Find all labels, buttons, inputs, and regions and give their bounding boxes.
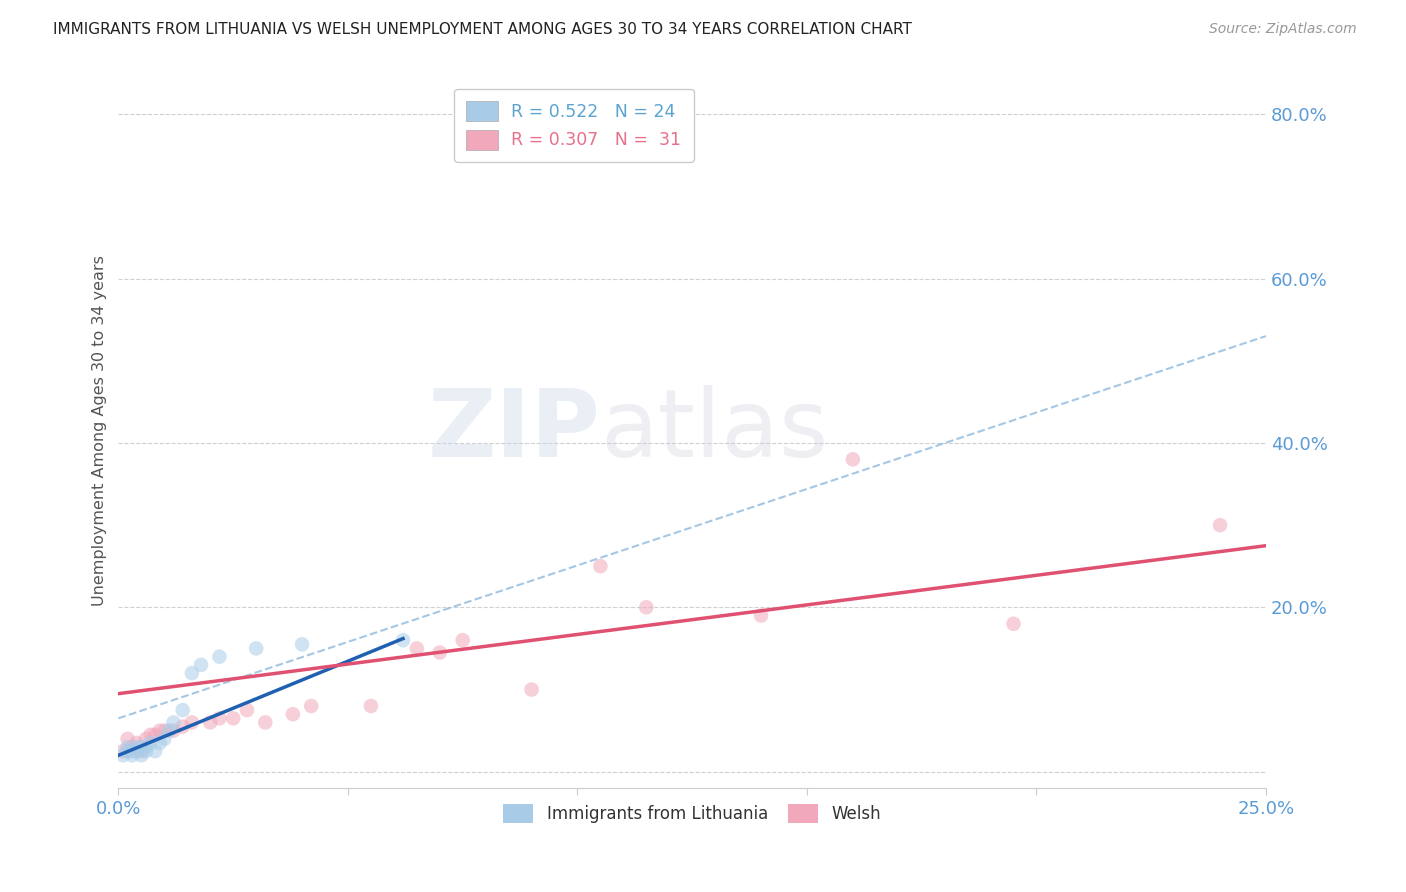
Point bbox=[180, 715, 202, 730]
Point bbox=[451, 633, 474, 648]
Point bbox=[153, 731, 176, 746]
Point bbox=[112, 744, 135, 758]
Point bbox=[1209, 518, 1232, 533]
Point bbox=[392, 633, 415, 648]
Point bbox=[162, 715, 184, 730]
Point bbox=[121, 748, 143, 763]
Point bbox=[135, 744, 157, 758]
Point bbox=[149, 736, 172, 750]
Point bbox=[125, 736, 148, 750]
Point bbox=[139, 728, 162, 742]
Point bbox=[842, 452, 865, 467]
Point bbox=[172, 720, 194, 734]
Point bbox=[131, 744, 153, 758]
Legend: Immigrants from Lithuania, Welsh: Immigrants from Lithuania, Welsh bbox=[496, 797, 887, 830]
Point bbox=[360, 698, 382, 713]
Point bbox=[222, 711, 245, 725]
Text: ZIP: ZIP bbox=[427, 384, 600, 476]
Point bbox=[153, 723, 176, 738]
Point bbox=[121, 744, 143, 758]
Point bbox=[172, 703, 194, 717]
Point bbox=[208, 711, 231, 725]
Point bbox=[429, 646, 451, 660]
Point bbox=[208, 649, 231, 664]
Point bbox=[405, 641, 427, 656]
Point bbox=[636, 600, 658, 615]
Point bbox=[131, 740, 153, 755]
Point bbox=[139, 736, 162, 750]
Point bbox=[149, 723, 172, 738]
Text: Source: ZipAtlas.com: Source: ZipAtlas.com bbox=[1209, 22, 1357, 37]
Point bbox=[190, 657, 212, 672]
Point bbox=[520, 682, 543, 697]
Point bbox=[291, 637, 314, 651]
Point bbox=[121, 740, 143, 755]
Point bbox=[245, 641, 267, 656]
Point bbox=[117, 740, 139, 755]
Point bbox=[135, 731, 157, 746]
Point bbox=[1002, 616, 1025, 631]
Point bbox=[749, 608, 772, 623]
Point bbox=[143, 728, 166, 742]
Point bbox=[135, 740, 157, 755]
Y-axis label: Unemployment Among Ages 30 to 34 years: Unemployment Among Ages 30 to 34 years bbox=[93, 255, 107, 606]
Text: IMMIGRANTS FROM LITHUANIA VS WELSH UNEMPLOYMENT AMONG AGES 30 TO 34 YEARS CORREL: IMMIGRANTS FROM LITHUANIA VS WELSH UNEMP… bbox=[53, 22, 912, 37]
Point bbox=[180, 666, 202, 681]
Point bbox=[125, 740, 148, 755]
Point bbox=[589, 559, 612, 574]
Point bbox=[200, 715, 222, 730]
Point bbox=[143, 744, 166, 758]
Point bbox=[254, 715, 277, 730]
Point bbox=[125, 744, 148, 758]
Point bbox=[117, 744, 139, 758]
Point bbox=[281, 707, 304, 722]
Point bbox=[299, 698, 322, 713]
Point bbox=[157, 723, 180, 738]
Point bbox=[162, 723, 184, 738]
Point bbox=[117, 731, 139, 746]
Text: atlas: atlas bbox=[600, 384, 828, 476]
Point bbox=[112, 748, 135, 763]
Point bbox=[131, 748, 153, 763]
Point bbox=[236, 703, 259, 717]
